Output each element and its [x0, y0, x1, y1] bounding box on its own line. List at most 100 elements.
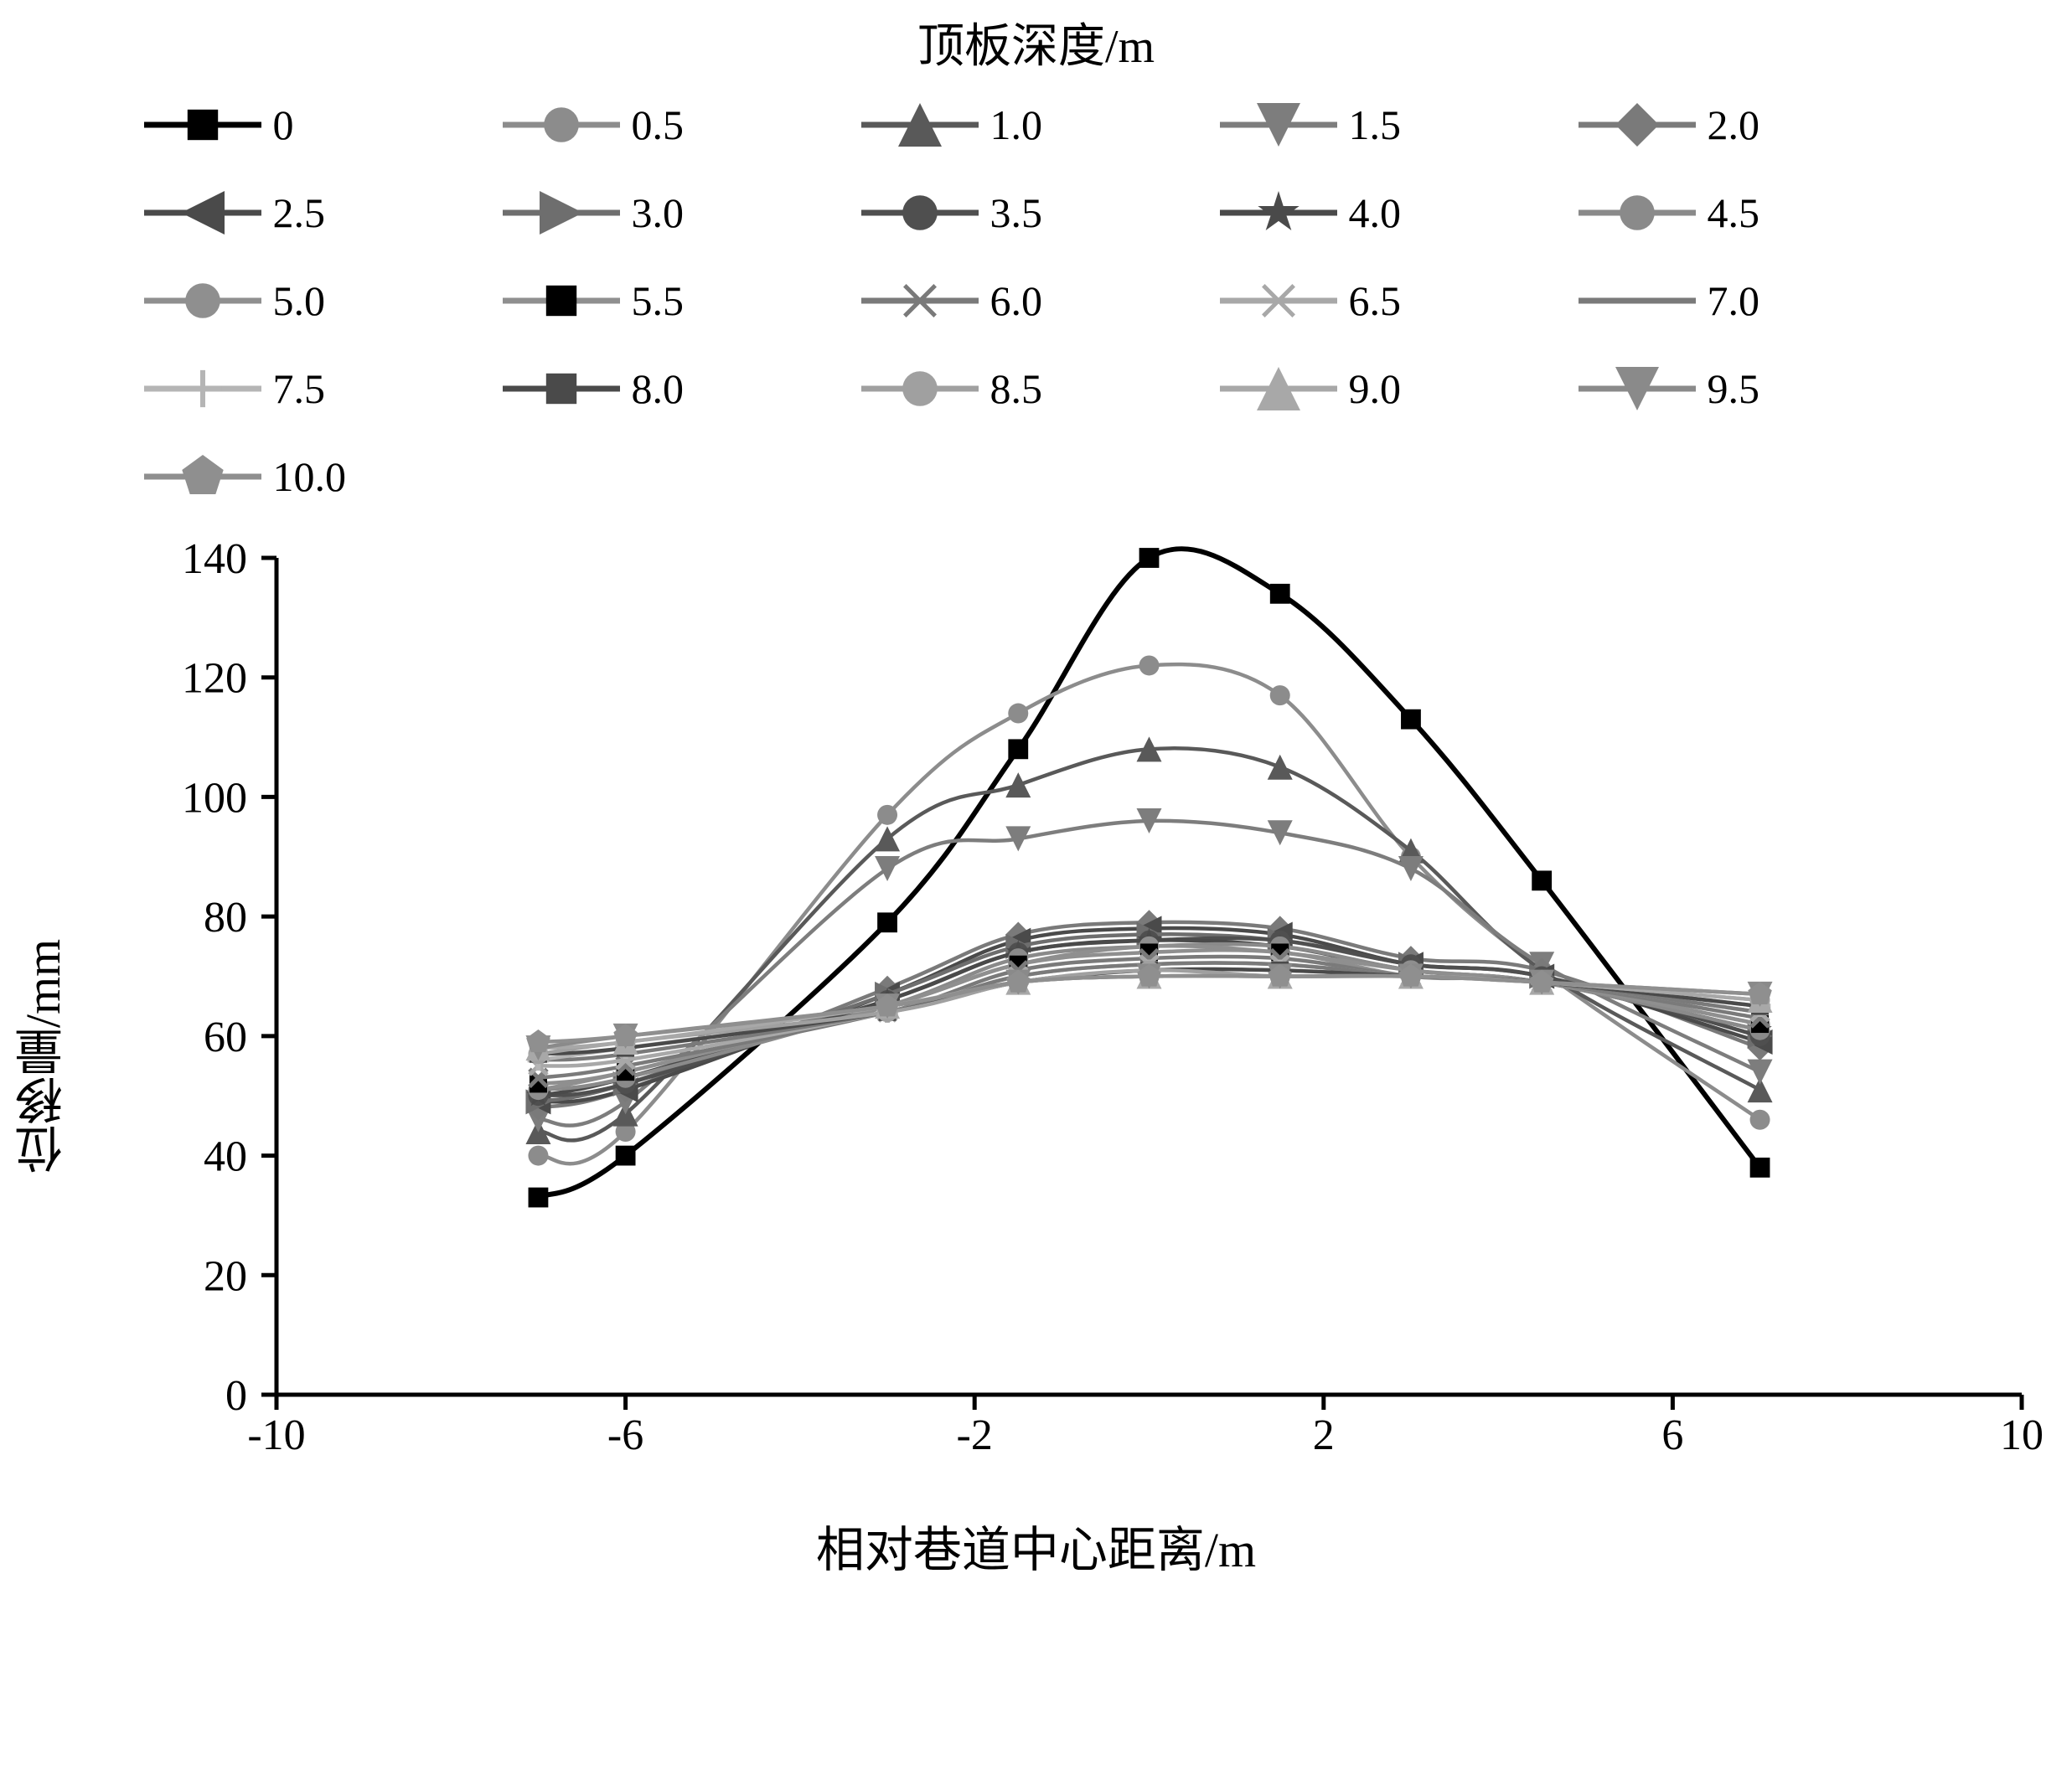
- legend-label-8_5: 8.5: [990, 364, 1043, 413]
- legend-swatch: [1220, 276, 1337, 326]
- legend-label-2_0: 2.0: [1708, 101, 1760, 149]
- legend-item-9_5[interactable]: 9.5: [1579, 348, 1929, 428]
- data-point-0: [1139, 548, 1160, 568]
- legend-item-1_0[interactable]: 1.0: [861, 85, 1212, 164]
- legend-item-5_5[interactable]: 5.5: [503, 261, 853, 340]
- legend-swatch: [1579, 100, 1696, 150]
- legend-label-9_0: 9.0: [1349, 364, 1402, 413]
- legend-swatch: [503, 188, 620, 238]
- legend-item-6_0[interactable]: 6.0: [861, 261, 1212, 340]
- legend-item-1_5[interactable]: 1.5: [1220, 85, 1570, 164]
- legend-item-7_5[interactable]: 7.5: [144, 348, 494, 428]
- y-tick-label: 0: [225, 1372, 247, 1420]
- data-point-0_5: [1139, 655, 1160, 675]
- legend-swatch: [1579, 276, 1696, 326]
- legend-swatch: [144, 100, 261, 150]
- legend-swatch: [1220, 364, 1337, 414]
- legend: 0 0.5 1.0 1.5 2.0 2.5 3.0 3.5 4.0 4.5 5.0 5.5 6.0 6.5…: [94, 76, 1979, 524]
- legend-item-5_0[interactable]: 5.0: [144, 261, 494, 340]
- legend-swatch: [1579, 364, 1696, 414]
- y-tick-label: 140: [182, 535, 247, 583]
- legend-swatch: [1220, 188, 1337, 238]
- legend-item-0[interactable]: 0: [144, 85, 494, 164]
- marker-icon: [187, 109, 217, 139]
- chart-area: 位移量/mm 相对巷道中心距离/m 0 20 40 60 80 100 120 140 -10 -…: [0, 524, 2072, 1587]
- legend-item-4_5[interactable]: 4.5: [1579, 173, 1929, 252]
- legend-label-9_5: 9.5: [1708, 364, 1760, 413]
- marker-icon: [902, 195, 938, 230]
- y-axis-label: 位移量/mm: [8, 938, 79, 1173]
- legend-label-2_5: 2.5: [273, 188, 326, 237]
- series-line-0[interactable]: [538, 549, 1759, 1197]
- data-point-1_5: [1748, 1060, 1773, 1085]
- legend-swatch: [861, 364, 979, 414]
- data-point-0_5: [1750, 1110, 1770, 1130]
- legend-item-6_5[interactable]: 6.5: [1220, 261, 1570, 340]
- legend-swatch: [503, 100, 620, 150]
- y-tick-label: 60: [204, 1014, 247, 1061]
- legend-label-6_5: 6.5: [1349, 276, 1402, 325]
- marker-icon: [183, 369, 220, 406]
- legend-swatch: [144, 188, 261, 238]
- legend-swatch: [144, 451, 261, 502]
- data-point-10_0: [526, 1029, 550, 1052]
- marker-icon: [545, 285, 576, 315]
- legend-item-2_5[interactable]: 2.5: [144, 173, 494, 252]
- legend-label-8_0: 8.0: [632, 364, 685, 413]
- marker-icon: [181, 191, 225, 235]
- legend-item-8_5[interactable]: 8.5: [861, 348, 1212, 428]
- data-point-0_5: [528, 1146, 548, 1166]
- data-point-0: [1008, 739, 1028, 759]
- legend-label-7_0: 7.0: [1708, 276, 1760, 325]
- legend-label-6_0: 6.0: [990, 276, 1043, 325]
- legend-label-5_5: 5.5: [632, 276, 685, 325]
- legend-label-4_5: 4.5: [1708, 188, 1760, 237]
- data-point-0_5: [877, 805, 897, 825]
- legend-item-8_0[interactable]: 8.0: [503, 348, 853, 428]
- legend-swatch: [144, 276, 261, 326]
- legend-item-3_0[interactable]: 3.0: [503, 173, 853, 252]
- marker-icon: [1615, 103, 1659, 147]
- legend-item-4_0[interactable]: 4.0: [1220, 173, 1570, 252]
- legend-item-3_5[interactable]: 3.5: [861, 173, 1212, 252]
- legend-label-1_5: 1.5: [1349, 101, 1402, 149]
- data-point-1_5: [875, 856, 900, 881]
- x-tick-label: 10: [2000, 1411, 2044, 1459]
- data-point-0: [529, 1188, 549, 1208]
- legend-swatch: [1579, 188, 1696, 238]
- legend-swatch: [861, 100, 979, 150]
- legend-item-2_0[interactable]: 2.0: [1579, 85, 1929, 164]
- x-tick-label: -2: [957, 1411, 993, 1459]
- legend-item-9_0[interactable]: 9.0: [1220, 348, 1570, 428]
- legend-swatch: [861, 188, 979, 238]
- data-point-0: [1532, 870, 1552, 890]
- data-point-1_0: [1268, 755, 1293, 780]
- y-tick-label: 120: [182, 655, 247, 703]
- legend-swatch: [1220, 100, 1337, 150]
- marker-icon: [545, 373, 576, 403]
- data-point-0: [1270, 584, 1290, 604]
- legend-swatch: [503, 364, 620, 414]
- data-point-0_5: [1270, 685, 1290, 705]
- legend-swatch: [861, 276, 979, 326]
- legend-item-10_0[interactable]: 10.0: [144, 436, 494, 516]
- y-tick-label: 100: [182, 774, 247, 822]
- data-point-1_0: [1005, 772, 1031, 797]
- data-point-1_5: [1398, 856, 1424, 881]
- legend-item-7_0[interactable]: 7.0: [1579, 261, 1929, 340]
- y-tick-label: 20: [204, 1252, 247, 1300]
- legend-swatch: [144, 364, 261, 414]
- legend-item-0_5[interactable]: 0.5: [503, 85, 853, 164]
- data-point-0_5: [1008, 704, 1028, 724]
- plot-svg: 0 20 40 60 80 100 120 140 -10 -6 -2 2 6 10: [0, 524, 2072, 1587]
- marker-icon: [544, 107, 579, 142]
- data-point-0: [1401, 709, 1421, 730]
- y-tick-label: 80: [204, 894, 247, 942]
- marker-icon: [185, 283, 220, 318]
- marker-icon: [540, 191, 583, 235]
- legend-label-0: 0: [273, 101, 294, 149]
- legend-label-0_5: 0.5: [632, 101, 685, 149]
- legend-label-5_0: 5.0: [273, 276, 326, 325]
- legend-label-3_5: 3.5: [990, 188, 1043, 237]
- x-tick-label: -6: [607, 1411, 643, 1459]
